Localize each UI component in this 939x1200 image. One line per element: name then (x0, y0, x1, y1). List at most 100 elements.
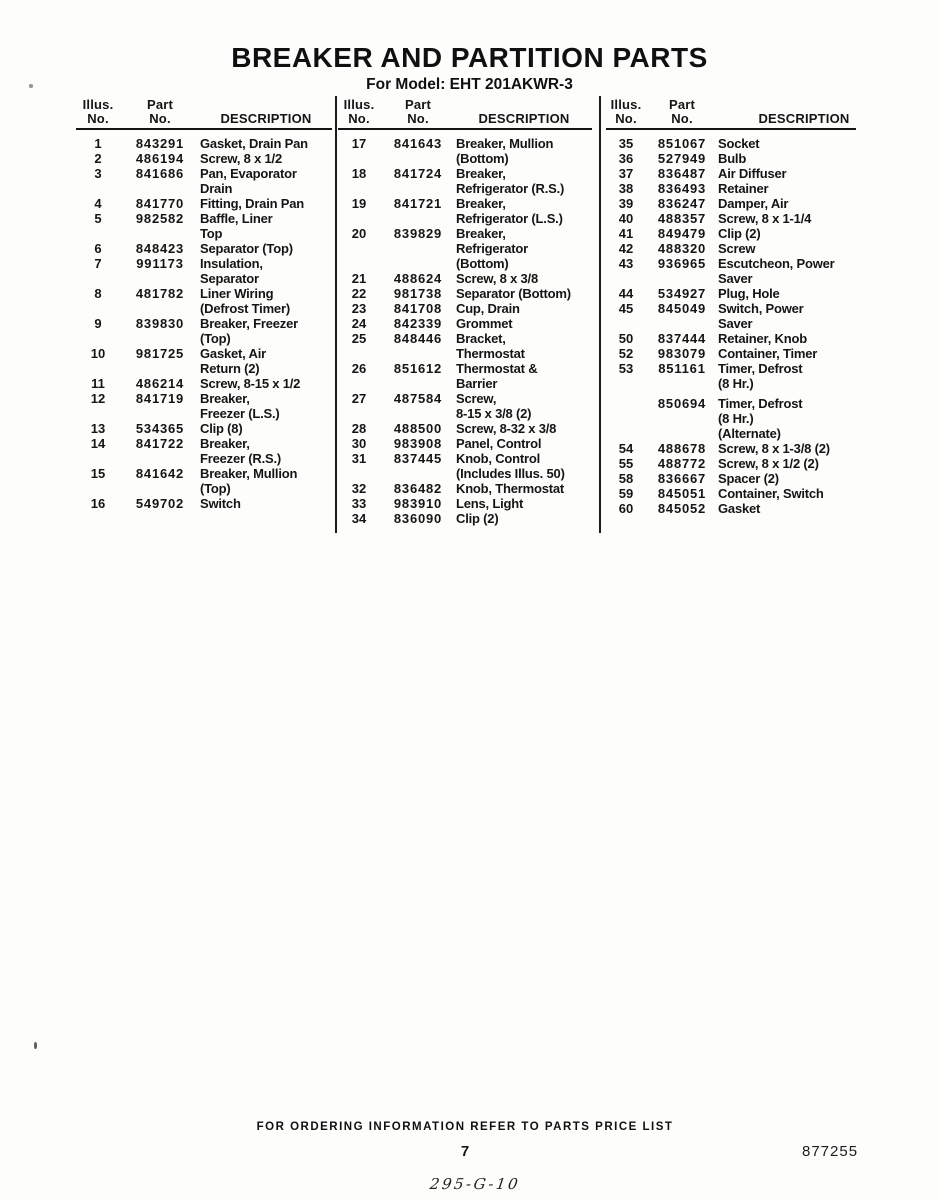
table-row: 34 836090 Clip (2) (338, 511, 592, 526)
header-illus-no: Illus. No. (610, 97, 642, 126)
scan-artifact (34, 1042, 37, 1049)
part-no: 549702 (135, 496, 185, 511)
illus-no: 11 (91, 376, 105, 391)
document-number: 877255 (802, 1143, 859, 1160)
illus-no: 60 (618, 501, 634, 516)
part-no: 991173 (136, 256, 184, 271)
part-description: Gasket (718, 501, 761, 516)
part-description: Breaker, Mullion (Bottom) (456, 136, 554, 166)
part-description: Bracket, Thermostat (456, 331, 525, 361)
part-no: 836247 (657, 196, 707, 211)
table-row: 14 841722 Breaker, Freezer (R.S.) (76, 436, 332, 466)
part-description: Screw, 8 x 1-3/8 (2) (718, 441, 830, 456)
column-header: Illus. No. Part No. DESCRIPTION (606, 98, 890, 126)
illus-no: 14 (90, 436, 106, 451)
illus-no (606, 396, 646, 441)
part-no: 836667 (657, 471, 707, 486)
part-description: Screw, 8-15 x 1/2 (200, 376, 301, 391)
column-header: Illus. No. Part No. DESCRIPTION (338, 98, 592, 126)
part-description: Baffle, Liner Top (200, 211, 273, 241)
illus-no: 53 (618, 361, 634, 376)
illus-no: 24 (351, 316, 367, 331)
illus-no: 19 (351, 196, 367, 211)
illus-no: 27 (351, 391, 367, 406)
table-row: 28 488500 Screw, 8-32 x 3/8 (338, 421, 592, 436)
part-description: Separator (Bottom) (456, 286, 571, 301)
table-row: 12 841719 Breaker, Freezer (L.S.) (76, 391, 332, 421)
table-row: 16 549702 Switch (76, 496, 332, 511)
header-description: DESCRIPTION (758, 111, 850, 126)
part-no: 487584 (393, 391, 443, 406)
header-rule (338, 128, 592, 130)
part-description: Thermostat & Barrier (456, 361, 538, 391)
header-illus-no: Illus. No. (82, 97, 114, 126)
header-part-no: Part No. (668, 97, 696, 126)
table-row: 25 848446 Bracket, Thermostat (338, 331, 592, 361)
part-description: Timer, Defrost (8 Hr.) (718, 361, 803, 391)
part-description: Separator (Top) (200, 241, 293, 256)
table-row: 13 534365 Clip (8) (76, 421, 332, 436)
part-no: 851161 (658, 361, 706, 376)
part-description: Breaker, Freezer (R.S.) (200, 436, 282, 466)
table-row: 42 488320 Screw (606, 241, 890, 256)
part-no: 839830 (135, 316, 185, 331)
header-part-no: Part No. (146, 97, 174, 126)
header-description: DESCRIPTION (478, 111, 570, 126)
part-no: 488772 (657, 456, 707, 471)
part-description: Bulb (718, 151, 747, 166)
part-no: 841721 (393, 196, 443, 211)
part-no: 481782 (135, 286, 185, 301)
table-row: 58 836667 Spacer (2) (606, 471, 890, 486)
part-description: Cup, Drain (456, 301, 520, 316)
header-rule (76, 128, 332, 130)
part-no: 836090 (393, 511, 443, 526)
part-description: Retainer (718, 181, 769, 196)
part-no: 836487 (657, 166, 707, 181)
part-no: 836482 (393, 481, 443, 496)
part-description: Breaker, Refrigerator (R.S.) (456, 166, 565, 196)
part-description: Panel, Control (456, 436, 542, 451)
part-description: Breaker, Refrigerator (Bottom) (456, 226, 529, 271)
table-row: 43 936965 Escutcheon, Power Saver (606, 256, 890, 286)
scan-artifact (29, 84, 33, 88)
header-part-no: Part No. (404, 97, 432, 126)
part-no: 836493 (657, 181, 707, 196)
part-no: 982582 (135, 211, 185, 226)
table-row: 5 982582 Baffle, Liner Top (76, 211, 332, 241)
part-no: 845049 (657, 301, 707, 316)
table-row: 850694 Timer, Defrost (8 Hr.) (Alternate) (606, 396, 890, 441)
illus-no: 50 (618, 331, 634, 346)
illus-no: 54 (618, 441, 634, 456)
part-description: Pan, Evaporator Drain (200, 166, 297, 196)
table-row: 21 488624 Screw, 8 x 3/8 (338, 271, 592, 286)
part-no: 849479 (657, 226, 707, 241)
illus-no: 7 (94, 256, 102, 271)
table-row: 38 836493 Retainer (606, 181, 890, 196)
illus-no: 3 (94, 166, 102, 181)
part-no: 841719 (135, 391, 185, 406)
part-description: Screw, 8 x 1/2 (2) (718, 456, 819, 471)
ordering-note: FOR ORDERING INFORMATION REFER TO PARTS … (256, 1121, 674, 1133)
table-row: 2 486194 Screw, 8 x 1/2 (76, 151, 332, 166)
part-description: Breaker, Mullion (Top) (200, 466, 298, 496)
part-description: Timer, Defrost (8 Hr.) (Alternate) (718, 396, 803, 441)
part-no: 488500 (393, 421, 443, 436)
table-row: 23 841708 Cup, Drain (338, 301, 592, 316)
illus-no: 38 (618, 181, 634, 196)
part-description: Retainer, Knob (718, 331, 807, 346)
illus-no: 43 (618, 256, 634, 271)
part-no: 841770 (135, 196, 185, 211)
part-no: 845052 (657, 501, 707, 516)
illus-no: 17 (351, 136, 367, 151)
illus-no: 9 (94, 316, 102, 331)
part-description: Clip (2) (718, 226, 761, 241)
part-no: 851612 (393, 361, 443, 376)
table-row: 6 848423 Separator (Top) (76, 241, 332, 256)
table-row: 1 843291 Gasket, Drain Pan (76, 136, 332, 151)
table-row: 41 849479 Clip (2) (606, 226, 890, 241)
illus-no: 36 (618, 151, 634, 166)
illus-no: 1 (94, 136, 102, 151)
table-row: 35 851067 Socket (606, 136, 890, 151)
part-description: Escutcheon, Power Saver (718, 256, 835, 286)
part-description: Gasket, Drain Pan (200, 136, 308, 151)
